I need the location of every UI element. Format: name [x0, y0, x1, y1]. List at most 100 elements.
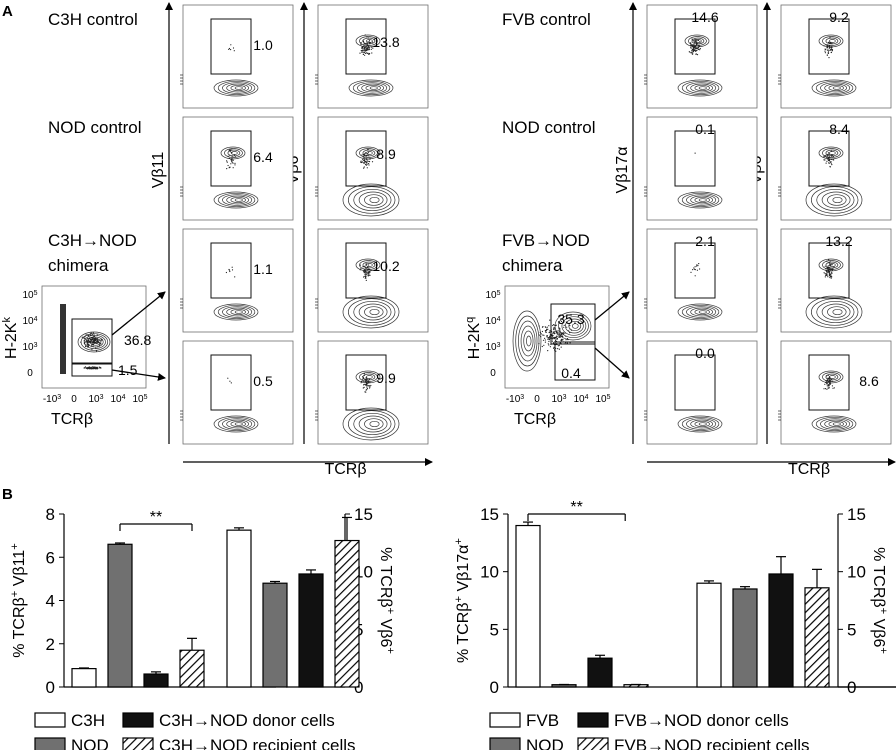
y-tick-label: 105 — [22, 290, 37, 302]
gate-percentage: 13.2 — [825, 233, 852, 249]
gate-box — [210, 130, 252, 187]
bar-C3H→NOD donor cells — [143, 673, 169, 688]
gate-event-dot — [831, 164, 833, 166]
gate-event-dot — [232, 47, 235, 49]
gate-event-dot — [690, 46, 692, 49]
cell-population-ring — [353, 300, 392, 324]
gate-event-dot — [364, 152, 367, 154]
gate-event-dot — [366, 52, 368, 54]
gate-event-dot — [826, 273, 828, 275]
positive-event-dot — [100, 338, 102, 340]
gate-event-dot — [827, 276, 829, 278]
gate-event-dot — [697, 265, 699, 267]
gate-event-dot — [831, 380, 833, 382]
background-event-dot — [560, 320, 563, 322]
bar-C3H — [226, 529, 252, 688]
gate-box — [210, 354, 252, 411]
gate-event-dot — [828, 266, 830, 268]
cell-population-ring — [828, 84, 844, 92]
gate-event-dot — [831, 271, 833, 273]
gate-event-dot — [367, 41, 369, 43]
cell-population-ring — [226, 83, 249, 93]
background-event-dot — [557, 345, 559, 347]
gate-event-dot — [694, 268, 696, 270]
cell-population-ring — [213, 79, 259, 97]
inset-gate-value: 0.4 — [561, 365, 581, 381]
gate-event-dot — [366, 161, 368, 163]
cell-population-ring — [348, 410, 396, 438]
gate-event-dot — [694, 38, 696, 40]
positive-event-dot — [90, 345, 92, 347]
gate-event-dot — [366, 45, 369, 47]
gate-event-dot — [363, 160, 365, 162]
gate-event-dot — [694, 46, 697, 48]
flow-plot-box — [182, 4, 294, 109]
positive-event-dot — [97, 346, 99, 348]
gate-event-dot — [830, 269, 832, 271]
positive-population-ring — [77, 331, 111, 353]
gate-event-dot — [829, 157, 831, 159]
positive-event-dot — [95, 347, 97, 349]
gate-event-dot — [362, 53, 364, 55]
background-event-dot — [555, 338, 557, 340]
background-event-dot — [558, 333, 561, 335]
positive-event-dot — [98, 345, 100, 347]
gate-arrow — [111, 291, 166, 336]
gate-event-dot — [831, 269, 834, 271]
gate-event-dot — [827, 265, 829, 267]
gate-box — [345, 130, 387, 187]
gate-event-dot — [694, 152, 696, 154]
background-event-dot — [564, 332, 566, 334]
gate-event-dot — [365, 377, 367, 379]
cell-population-ring — [694, 308, 710, 316]
gate-event-dot — [693, 43, 695, 45]
gate-event-dot — [828, 270, 831, 272]
gate-event-dot — [360, 41, 362, 44]
gate-box — [808, 354, 850, 411]
gate-event-dot — [366, 47, 368, 49]
cell-population-ring — [824, 419, 848, 429]
legend-label: C3H→NOD recipient cells — [159, 736, 356, 750]
inset-gate-value: 35.3 — [557, 311, 584, 327]
bar-FVB — [696, 582, 722, 688]
gate-event-dot — [828, 271, 830, 273]
legend-swatch — [34, 712, 66, 728]
gate-event-dot — [829, 42, 831, 44]
gate-event-dot — [830, 49, 832, 51]
cell-population-ring — [217, 192, 256, 208]
gate-event-dot — [696, 39, 698, 41]
background-event-dot — [544, 341, 547, 343]
cell-population-ring — [690, 195, 714, 205]
gate-event-dot — [829, 165, 831, 168]
gate-event-dot — [826, 379, 829, 381]
background-event-dot — [559, 336, 561, 338]
gate-event-dot — [691, 53, 693, 55]
gate-event-dot — [824, 383, 826, 385]
gate-event-dot — [365, 164, 367, 166]
background-event-dot — [547, 343, 549, 345]
gate-arrow — [594, 347, 630, 379]
background-event-dot — [566, 326, 568, 328]
gate-box — [808, 18, 850, 75]
cell-population-ring — [358, 303, 388, 321]
background-event-dot — [548, 325, 550, 327]
background-event-dot — [542, 339, 545, 341]
bar-C3H — [71, 668, 97, 688]
gate-event-dot — [694, 266, 696, 268]
cell-population-ring — [698, 198, 707, 202]
positive-event-dot — [97, 340, 99, 342]
gate-event-dot — [833, 266, 835, 268]
row-label: FVB control — [502, 10, 591, 29]
gate-event-dot — [362, 376, 364, 379]
gate-event-dot — [827, 157, 829, 159]
background-event-dot — [560, 346, 562, 348]
background-event-dot — [555, 324, 557, 327]
gate-event-dot — [231, 269, 234, 271]
gate-event-dot — [697, 48, 699, 50]
cell-population-ring — [234, 198, 243, 202]
gate-event-dot — [828, 272, 830, 274]
gate-event-dot — [827, 270, 830, 272]
row-label: NOD control — [502, 118, 596, 137]
gate-event-dot — [360, 50, 362, 52]
positive-event-dot — [92, 339, 94, 341]
